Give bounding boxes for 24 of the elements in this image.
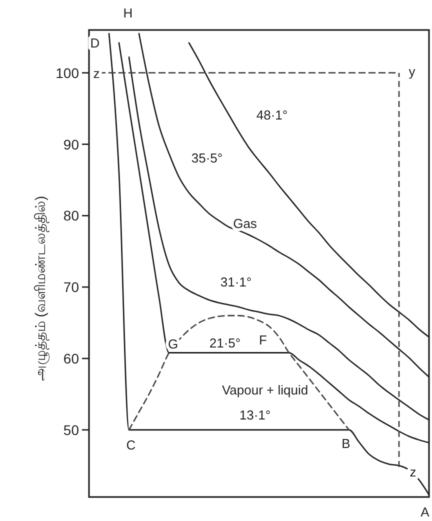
- annotation: Vapour + liquid: [222, 382, 308, 398]
- text: H: [123, 5, 133, 20]
- annotation: z: [93, 66, 100, 82]
- annotation: F: [259, 332, 268, 348]
- y-tick-label: 100: [56, 64, 80, 81]
- annotation: D: [90, 35, 100, 50]
- y-tick-label: 70: [63, 279, 80, 296]
- y-tick-label: 60: [63, 350, 80, 366]
- series-label: 13·1°: [239, 407, 271, 422]
- annotation: G: [168, 336, 178, 352]
- line-series: [128, 314, 350, 431]
- y-tick-label: 50: [63, 422, 80, 438]
- annotation: Gas: [233, 216, 258, 232]
- series-label: 35·5°: [191, 150, 223, 166]
- y-tick-label: 90: [63, 136, 80, 152]
- series-label: 21·5°: [209, 335, 241, 350]
- series-label: 31·1°: [220, 274, 252, 290]
- annotation: C: [126, 437, 136, 452]
- text: A: [420, 504, 430, 520]
- annotation: B: [342, 436, 350, 451]
- series-label: 48·1°: [256, 107, 288, 122]
- annotation: y: [408, 64, 416, 79]
- y-tick-label: 80: [63, 208, 80, 224]
- y-axis-title: அழுத்தம் (வளிமண்டலத்தில்): [32, 196, 50, 382]
